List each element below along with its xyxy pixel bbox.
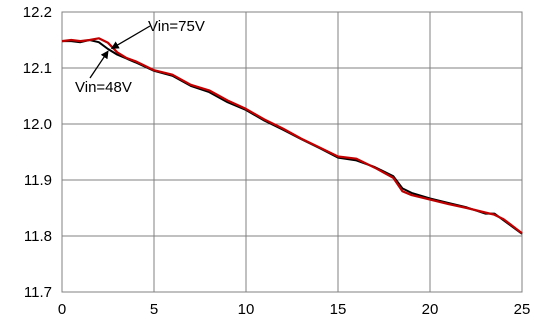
plot-area xyxy=(61,11,523,293)
horizontal-gridlines xyxy=(62,67,522,237)
annotation-arrow xyxy=(89,50,109,79)
annotations: Vin=75V Vin=48V xyxy=(75,18,205,96)
y-tick-label: 12.2 xyxy=(23,4,52,21)
series-line-vin-75v xyxy=(61,37,523,235)
vertical-gridlines xyxy=(153,12,431,292)
x-tick-label: 20 xyxy=(422,301,439,318)
y-tick-label: 11.8 xyxy=(24,228,52,245)
x-tick-label: 0 xyxy=(58,301,66,318)
x-tick-label: 25 xyxy=(514,301,531,318)
x-tick-label: 15 xyxy=(330,301,347,318)
y-tick-label: 11.7 xyxy=(24,284,52,301)
y-tick-label: 12.0 xyxy=(23,116,52,133)
y-axis-tick-labels: 11.7 11.8 11.9 12.0 12.1 12.2 xyxy=(23,4,52,301)
annotation-label: Vin=75V xyxy=(148,18,205,35)
y-tick-label: 12.1 xyxy=(23,60,52,77)
series-layer xyxy=(61,37,523,235)
y-tick-label: 11.9 xyxy=(24,172,52,189)
x-tick-label: 10 xyxy=(238,301,255,318)
annotation-label: Vin=48V xyxy=(75,79,132,96)
x-tick-label: 5 xyxy=(150,301,158,318)
x-axis-tick-labels: 0 5 10 15 20 25 xyxy=(58,301,531,318)
annotation-arrow xyxy=(110,25,151,49)
